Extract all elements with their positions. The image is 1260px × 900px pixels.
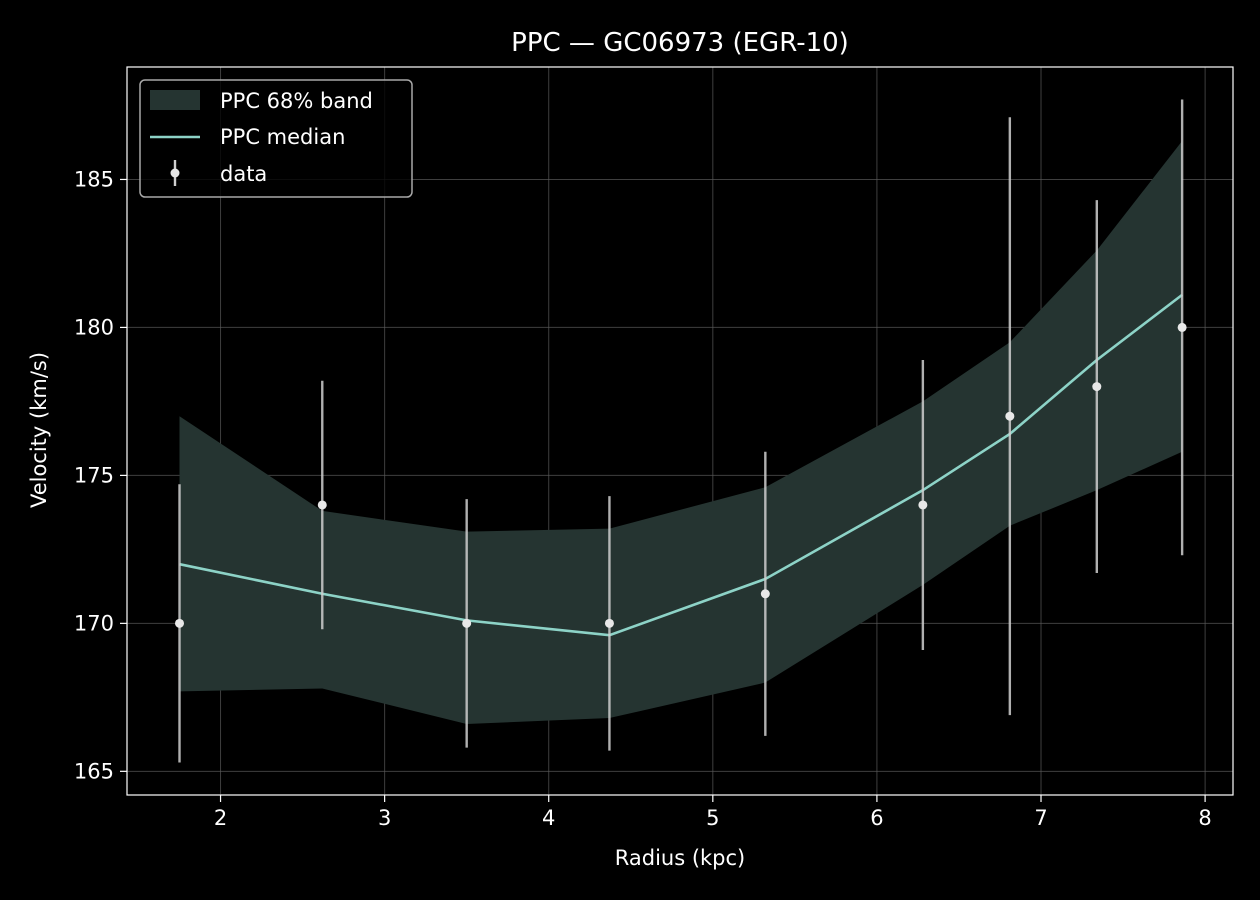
legend-data-label: data xyxy=(220,162,267,186)
y-tick-label: 165 xyxy=(74,759,114,783)
data-point xyxy=(462,618,472,628)
x-tick-label: 5 xyxy=(706,806,719,830)
data-point xyxy=(604,618,614,628)
x-tick-label: 8 xyxy=(1198,806,1211,830)
data-points xyxy=(175,99,1187,763)
x-tick-label: 7 xyxy=(1034,806,1047,830)
data-point xyxy=(1092,382,1102,392)
data-point xyxy=(760,589,770,599)
axes-frame xyxy=(126,66,1234,796)
x-tick-label: 3 xyxy=(378,806,391,830)
ppc-band xyxy=(179,140,1183,724)
y-tick-label: 180 xyxy=(74,315,114,339)
y-axis-ticks: 165 170 175 180 185 xyxy=(74,167,127,783)
data-point xyxy=(1005,411,1015,421)
legend-band-swatch xyxy=(150,90,200,110)
y-axis-label: Velocity (km/s) xyxy=(27,352,51,508)
y-tick-label: 185 xyxy=(74,167,114,191)
legend-data-marker xyxy=(170,168,180,178)
x-tick-label: 4 xyxy=(542,806,555,830)
legend-median-label: PPC median xyxy=(220,125,345,149)
y-tick-label: 170 xyxy=(74,611,114,635)
data-point xyxy=(175,618,185,628)
chart-title: PPC — GC06973 (EGR-10) xyxy=(511,28,849,58)
y-tick-label: 175 xyxy=(74,463,114,487)
x-tick-label: 6 xyxy=(870,806,883,830)
data-point xyxy=(317,500,327,510)
ppc-band-area xyxy=(179,140,1183,724)
x-tick-label: 2 xyxy=(214,806,227,830)
legend-frame xyxy=(139,79,413,198)
data-point xyxy=(1177,322,1187,332)
legend: PPC 68% band PPC median data xyxy=(139,79,413,198)
data-point xyxy=(918,500,928,510)
legend-band-label: PPC 68% band xyxy=(220,89,373,113)
x-axis-ticks: 2 3 4 5 6 7 8 xyxy=(214,795,1212,830)
x-axis-label: Radius (kpc) xyxy=(615,846,746,870)
